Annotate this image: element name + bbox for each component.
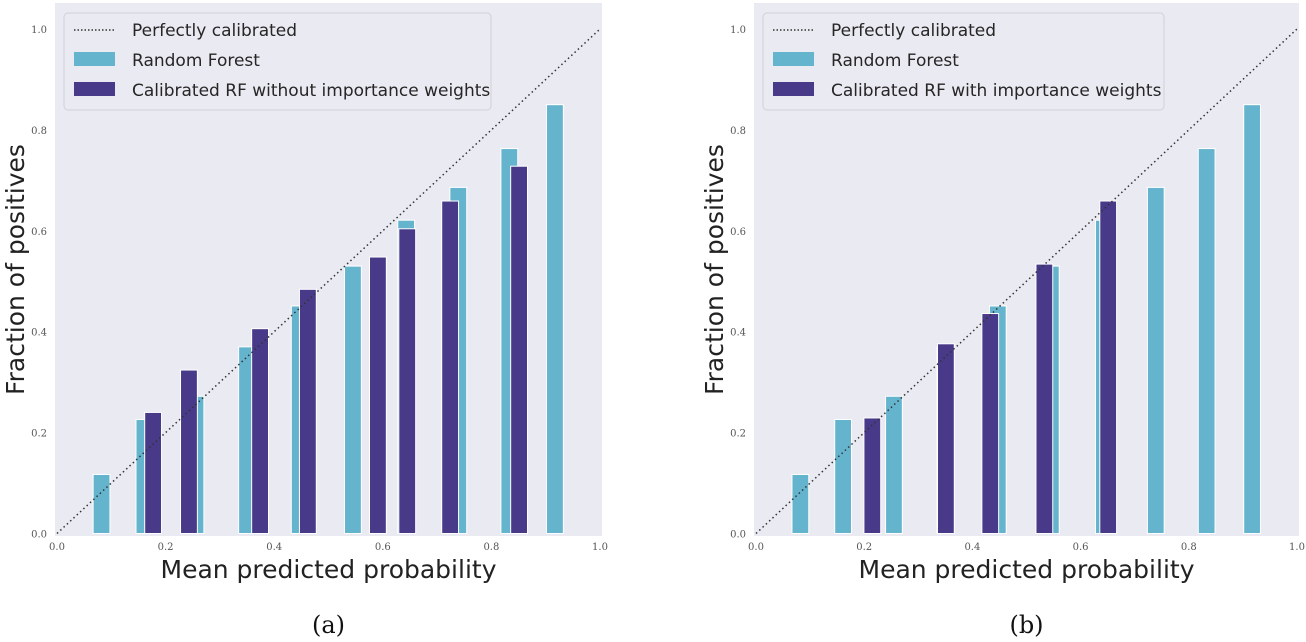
legend: Perfectly calibrated Random Forest Calibra… [762, 12, 1165, 111]
legend-swatch-random-forest [773, 52, 814, 66]
legend-label: Random Forest [132, 51, 260, 71]
y-tick-label: 0.0 [730, 530, 746, 541]
legend-box [762, 12, 1165, 111]
bar-random-forest [1243, 104, 1261, 535]
x-tick-label: 0.2 [856, 542, 872, 553]
chart-panel-a: 0.0 0.2 0.4 0.6 0.8 1.0 0.0 0.2 0.4 0.6 0.8 1.0 Perf… [1, 3, 608, 639]
legend-swatch-calibrated [773, 82, 814, 96]
y-tick-label: 1.0 [730, 25, 746, 36]
x-tick-label: 0.8 [483, 542, 499, 553]
bar-calibrated-rf [298, 288, 317, 534]
legend-swatch-random-forest [74, 52, 115, 66]
chart-panel-b: 0.0 0.2 0.4 0.6 0.8 1.0 0.0 0.2 0.4 0.6 0.8 1.0 Perf… [700, 3, 1305, 639]
subfigure-caption: (b) [1009, 611, 1043, 639]
y-tick-label: 1.0 [31, 25, 47, 36]
x-tick-label: 0.0 [748, 542, 764, 553]
x-tick-label: 1.0 [1289, 542, 1305, 553]
legend-swatch-calibrated [74, 82, 115, 96]
x-tick-label: 0.8 [1181, 542, 1197, 553]
legend-label: Perfectly calibrated [831, 21, 996, 41]
y-tick-label: 0.8 [730, 126, 746, 137]
y-tick-label: 0.8 [31, 126, 47, 137]
bar-random-forest [791, 473, 810, 535]
legend-label: Calibrated RF without importance weights [132, 81, 490, 101]
y-tick-label: 0.2 [31, 429, 47, 440]
perfectly-calibrated-line [56, 28, 601, 535]
legend-label: Random Forest [831, 51, 959, 71]
bar-calibrated-rf [1099, 200, 1118, 535]
bar-calibrated-rf [398, 228, 417, 534]
bar-random-forest [834, 418, 852, 534]
y-axis-label: Fraction of positives [700, 144, 729, 395]
x-tick-label: 0.4 [964, 542, 980, 553]
bar-calibrated-rf [937, 343, 955, 535]
bar-calibrated-rf [441, 200, 460, 535]
x-tick-label: 0.4 [266, 542, 282, 553]
y-tick-label: 0.6 [31, 227, 47, 238]
legend-box [63, 12, 492, 111]
x-tick-label: 0.2 [158, 542, 174, 553]
x-tick-label: 1.0 [592, 542, 608, 553]
bar-random-forest [1146, 186, 1165, 534]
x-tick-label: 0.6 [1073, 542, 1089, 553]
bar-calibrated-rf [981, 313, 1000, 534]
bar-calibrated-rf [1035, 263, 1054, 534]
bar-calibrated-rf [863, 417, 882, 535]
bar-calibrated-rf [144, 411, 163, 535]
bar-calibrated-rf [510, 165, 529, 534]
bar-calibrated-rf [180, 369, 198, 534]
y-tick-label: 0.4 [31, 328, 47, 339]
legend-label: Perfectly calibrated [132, 21, 297, 41]
subfigure-caption: (a) [312, 611, 345, 639]
bar-random-forest [92, 473, 111, 535]
bar-random-forest [1197, 148, 1216, 534]
y-tick-label: 0.2 [730, 429, 746, 440]
x-axis-label: Mean predicted probability [859, 555, 1195, 584]
legend-label: Calibrated RF with importance weights [831, 81, 1162, 101]
legend: Perfectly calibrated Random Forest Calibra… [63, 12, 492, 111]
bar-random-forest [344, 265, 362, 534]
y-axis-label: Fraction of positives [1, 144, 30, 395]
y-tick-label: 0.6 [730, 227, 746, 238]
bar-random-forest [885, 395, 903, 534]
perfectly-calibrated-line [755, 28, 1298, 535]
y-tick-label: 0.4 [730, 328, 746, 339]
x-axis-label: Mean predicted probability [161, 555, 497, 584]
y-tick-label: 0.0 [31, 530, 47, 541]
x-tick-label: 0.6 [375, 542, 391, 553]
bar-random-forest [546, 104, 564, 535]
bar-calibrated-rf [251, 328, 269, 534]
x-tick-label: 0.0 [49, 542, 65, 553]
bar-calibrated-rf [368, 256, 387, 534]
